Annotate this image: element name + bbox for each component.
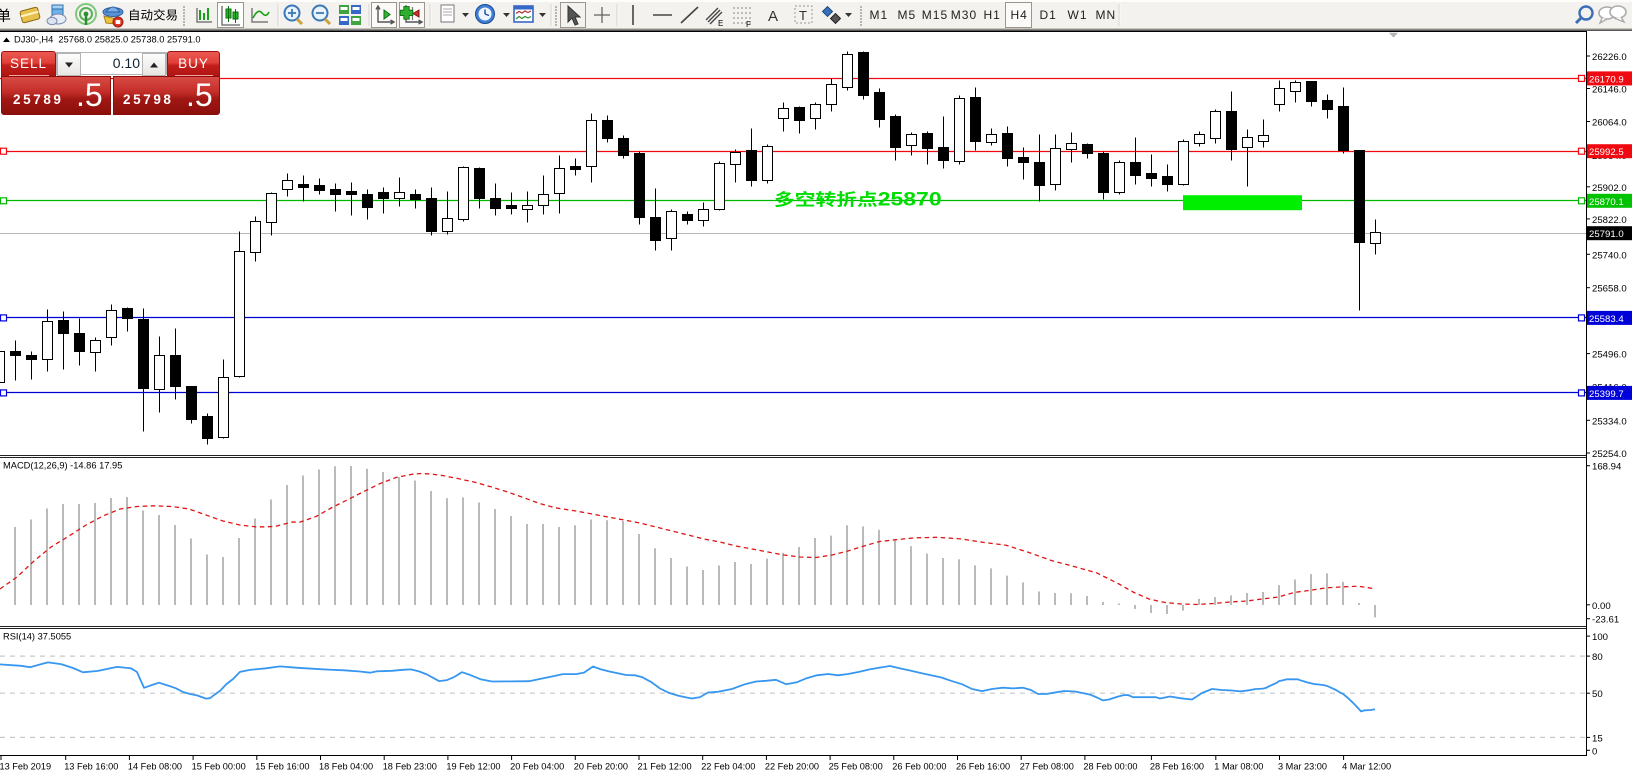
svg-text:80: 80 bbox=[1592, 652, 1603, 663]
svg-text:19 Feb 12:00: 19 Feb 12:00 bbox=[446, 762, 500, 772]
svg-text:1 Mar 08:00: 1 Mar 08:00 bbox=[1214, 762, 1263, 772]
svg-text:26064.0: 26064.0 bbox=[1592, 118, 1627, 129]
svg-text:DJ30-,H4 25768.0 25825.0 2573: DJ30-,H4 25768.0 25825.0 25738.0 25791.0 bbox=[14, 35, 201, 45]
svg-text:18 Feb 23:00: 18 Feb 23:00 bbox=[383, 762, 437, 772]
svg-text:26 Feb 00:00: 26 Feb 00:00 bbox=[892, 762, 946, 772]
svg-text:25496.0: 25496.0 bbox=[1592, 350, 1627, 361]
svg-text:20 Feb 20:00: 20 Feb 20:00 bbox=[574, 762, 628, 772]
svg-text:0.00: 0.00 bbox=[1592, 601, 1611, 612]
svg-text:25870: 25870 bbox=[878, 189, 942, 210]
svg-text:25334.0: 25334.0 bbox=[1592, 416, 1627, 427]
svg-text:D1: D1 bbox=[1040, 8, 1057, 22]
svg-text:25399.7: 25399.7 bbox=[1589, 389, 1624, 400]
svg-text:15 Feb 00:00: 15 Feb 00:00 bbox=[192, 762, 246, 772]
svg-text:25658.0: 25658.0 bbox=[1592, 284, 1627, 295]
svg-text:100: 100 bbox=[1592, 632, 1608, 643]
svg-text:28 Feb 00:00: 28 Feb 00:00 bbox=[1083, 762, 1137, 772]
svg-text:14 Feb 08:00: 14 Feb 08:00 bbox=[128, 762, 182, 772]
svg-text:MN: MN bbox=[1096, 8, 1117, 22]
svg-text:50: 50 bbox=[1592, 689, 1603, 700]
svg-text:25583.4: 25583.4 bbox=[1589, 314, 1624, 325]
svg-text:26226.0: 26226.0 bbox=[1592, 52, 1627, 63]
svg-text:25 Feb 08:00: 25 Feb 08:00 bbox=[829, 762, 883, 772]
svg-text:H4: H4 bbox=[1011, 8, 1028, 22]
svg-text:25870.1: 25870.1 bbox=[1589, 197, 1624, 208]
svg-text:25740.0: 25740.0 bbox=[1592, 250, 1627, 261]
svg-text:H1: H1 bbox=[984, 8, 1001, 22]
svg-text:21 Feb 12:00: 21 Feb 12:00 bbox=[638, 762, 692, 772]
svg-text:15 Feb 16:00: 15 Feb 16:00 bbox=[255, 762, 309, 772]
svg-text:27 Feb 08:00: 27 Feb 08:00 bbox=[1020, 762, 1074, 772]
svg-text:25992.5: 25992.5 bbox=[1589, 147, 1624, 158]
svg-text:A: A bbox=[768, 8, 778, 25]
svg-text:25254.0: 25254.0 bbox=[1592, 449, 1627, 460]
svg-text:4 Mar 12:00: 4 Mar 12:00 bbox=[1342, 762, 1391, 772]
svg-text:22 Feb 04:00: 22 Feb 04:00 bbox=[701, 762, 755, 772]
svg-text:26 Feb 16:00: 26 Feb 16:00 bbox=[956, 762, 1010, 772]
svg-text:15: 15 bbox=[1592, 733, 1603, 744]
svg-text:18 Feb 04:00: 18 Feb 04:00 bbox=[319, 762, 373, 772]
svg-text:25822.0: 25822.0 bbox=[1592, 215, 1627, 226]
svg-text:M5: M5 bbox=[898, 8, 917, 22]
svg-text:W1: W1 bbox=[1068, 8, 1088, 22]
svg-text:22 Feb 20:00: 22 Feb 20:00 bbox=[765, 762, 819, 772]
svg-text:T: T bbox=[799, 8, 807, 23]
svg-text:25791.0: 25791.0 bbox=[1589, 229, 1624, 240]
svg-text:26170.9: 26170.9 bbox=[1589, 74, 1624, 85]
svg-text:26146.0: 26146.0 bbox=[1592, 85, 1627, 96]
svg-text:0: 0 bbox=[1592, 746, 1597, 757]
svg-text:13 Feb 16:00: 13 Feb 16:00 bbox=[64, 762, 118, 772]
svg-text:MACD(12,26,9) -14.86 17.95: MACD(12,26,9) -14.86 17.95 bbox=[3, 461, 122, 471]
svg-text:M15: M15 bbox=[922, 8, 948, 22]
svg-text:M1: M1 bbox=[870, 8, 889, 22]
svg-text:E: E bbox=[718, 19, 723, 28]
svg-text:28 Feb 16:00: 28 Feb 16:00 bbox=[1150, 762, 1204, 772]
svg-text:M30: M30 bbox=[951, 8, 977, 22]
svg-text:-23.61: -23.61 bbox=[1592, 615, 1619, 626]
svg-text:168.94: 168.94 bbox=[1592, 462, 1622, 473]
svg-text:RSI(14) 37.5055: RSI(14) 37.5055 bbox=[3, 632, 71, 642]
svg-text:13 Feb 2019: 13 Feb 2019 bbox=[0, 762, 51, 772]
svg-text:3 Mar 23:00: 3 Mar 23:00 bbox=[1278, 762, 1327, 772]
svg-text:F: F bbox=[746, 20, 751, 29]
svg-text:20 Feb 04:00: 20 Feb 04:00 bbox=[510, 762, 564, 772]
svg-text:25902.0: 25902.0 bbox=[1592, 183, 1627, 194]
